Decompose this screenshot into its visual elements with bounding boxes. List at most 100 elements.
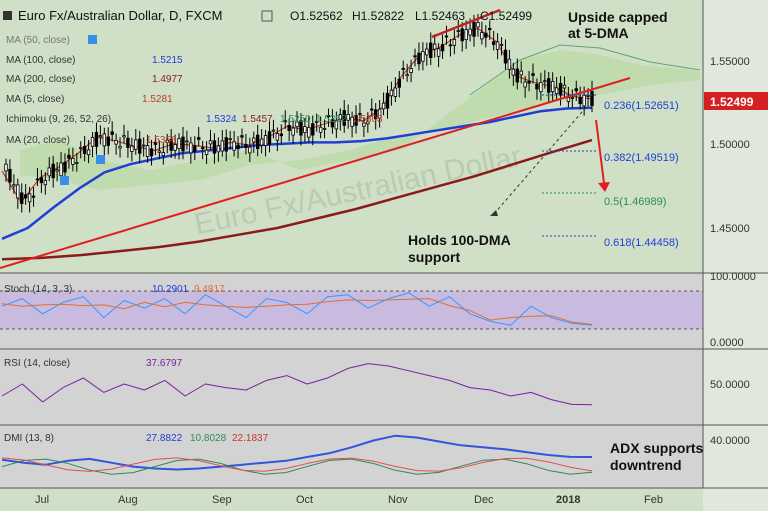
candle-body <box>263 135 268 146</box>
trendline-top[interactable] <box>431 8 501 39</box>
trendline-support[interactable] <box>0 77 631 269</box>
price-panel <box>0 0 703 272</box>
candle-body <box>173 144 177 151</box>
price-tick: 1.45000 <box>710 223 750 235</box>
candle-body <box>523 81 527 88</box>
candle-body <box>8 168 12 183</box>
rsi-panel <box>0 350 703 424</box>
legend-ichimoku-v3: 1.5250 <box>280 114 311 125</box>
stoch-k-line <box>1 292 593 326</box>
candle-body <box>23 194 28 199</box>
stoch-panel-content: Stoch (14, 3, 3) 10.2901 9.4817 100.0000… <box>0 271 756 349</box>
candle-body <box>566 97 571 102</box>
candle-body <box>244 144 248 148</box>
rsi-value: 37.6797 <box>146 358 183 369</box>
collapse-icon[interactable] <box>3 11 12 20</box>
candle-body <box>562 84 567 89</box>
candle-body <box>436 48 441 57</box>
candle-body <box>275 133 280 141</box>
settings-icon-2[interactable] <box>96 155 105 164</box>
candle-body <box>370 108 374 111</box>
candle-body <box>519 70 523 76</box>
di-plus-line <box>1 458 593 475</box>
candle-body <box>464 29 468 40</box>
candle-body <box>271 129 276 132</box>
legend-ma100: MA (100, close) <box>6 55 75 66</box>
di-minus-line <box>1 457 593 472</box>
stoch-tick: 0.0000 <box>710 337 744 349</box>
candle-body <box>161 152 166 157</box>
rsi-line <box>1 363 593 406</box>
candle-body <box>55 169 59 172</box>
settings-icon[interactable] <box>88 35 97 44</box>
fib-levels: 0.236(1.52651) 0.382(1.49519) 0.5(1.4698… <box>542 94 679 249</box>
candle-body <box>200 147 205 150</box>
fib-label-0618: 0.618(1.44458) <box>604 237 679 249</box>
candle-body <box>448 44 453 47</box>
candle-body <box>440 44 445 52</box>
candle-body <box>326 115 331 117</box>
candle-body <box>232 141 236 151</box>
candle-body <box>67 154 71 159</box>
candle-body <box>59 162 63 177</box>
dmi-adx-value: 27.8822 <box>146 433 183 444</box>
fib-label-05: 0.5(1.46989) <box>604 196 666 208</box>
candle-body <box>547 78 551 93</box>
candle-body <box>82 145 87 155</box>
candle-body <box>578 96 582 105</box>
candle-body <box>16 184 20 199</box>
candle-body <box>153 141 158 145</box>
candle-body <box>31 195 36 198</box>
candle-body <box>393 87 398 97</box>
candle-body <box>248 146 252 154</box>
candle-body <box>515 68 519 83</box>
ohlc-close: C1.52499 <box>480 9 532 23</box>
eye-icon[interactable] <box>261 10 273 22</box>
legend-ma5-value: 1.5281 <box>142 94 173 105</box>
annotation-holds-2: support <box>408 249 460 265</box>
settings-icon-3[interactable] <box>60 176 69 185</box>
time-tick: Aug <box>118 494 138 506</box>
candle-body <box>354 115 358 126</box>
candle-body <box>43 180 48 186</box>
candle-body <box>307 127 311 138</box>
candle-body <box>488 27 492 31</box>
candle-body <box>106 136 110 146</box>
candle-body <box>472 21 476 37</box>
candle-body <box>499 43 504 46</box>
candle-body <box>413 55 417 58</box>
candle-body <box>114 139 118 145</box>
ma200-line <box>1 138 593 261</box>
candle-body <box>228 138 232 141</box>
candle-body <box>334 120 339 130</box>
candle-body <box>495 41 500 50</box>
candle-body <box>460 28 464 42</box>
candle-body <box>181 136 185 152</box>
legend-ichimoku: Ichimoku (9, 26, 52, 26) <box>6 114 111 125</box>
candle-body <box>570 97 575 99</box>
current-price-label: 1.52499 <box>710 95 754 109</box>
candle-body <box>476 22 480 28</box>
candle-body <box>256 134 260 150</box>
candle-body <box>338 114 342 121</box>
candle-body <box>185 140 189 143</box>
indicator-legend: MA (50, close) MA (100, close) 1.5215 MA… <box>6 35 383 185</box>
time-tick: Feb <box>644 494 663 506</box>
legend-ma200: MA (200, close) <box>6 74 75 85</box>
candle-body <box>417 52 421 65</box>
candle-body <box>452 39 457 46</box>
candle-body <box>484 32 488 38</box>
fib-label-0236: 0.236(1.52651) <box>604 100 679 112</box>
candle-body <box>141 144 146 147</box>
candle-body <box>586 94 590 97</box>
candle-body <box>130 145 134 152</box>
candle-body <box>283 120 287 123</box>
candle-body <box>590 91 594 106</box>
time-tick: 2018 <box>556 494 580 506</box>
dmi-title: DMI (13, 8) <box>4 433 54 444</box>
candle-body <box>511 68 516 76</box>
candle-body <box>177 138 181 149</box>
dmi-panel-content: DMI (13, 8) 27.8822 10.8028 22.1837 40.0… <box>1 433 750 475</box>
candle-body <box>377 108 382 119</box>
